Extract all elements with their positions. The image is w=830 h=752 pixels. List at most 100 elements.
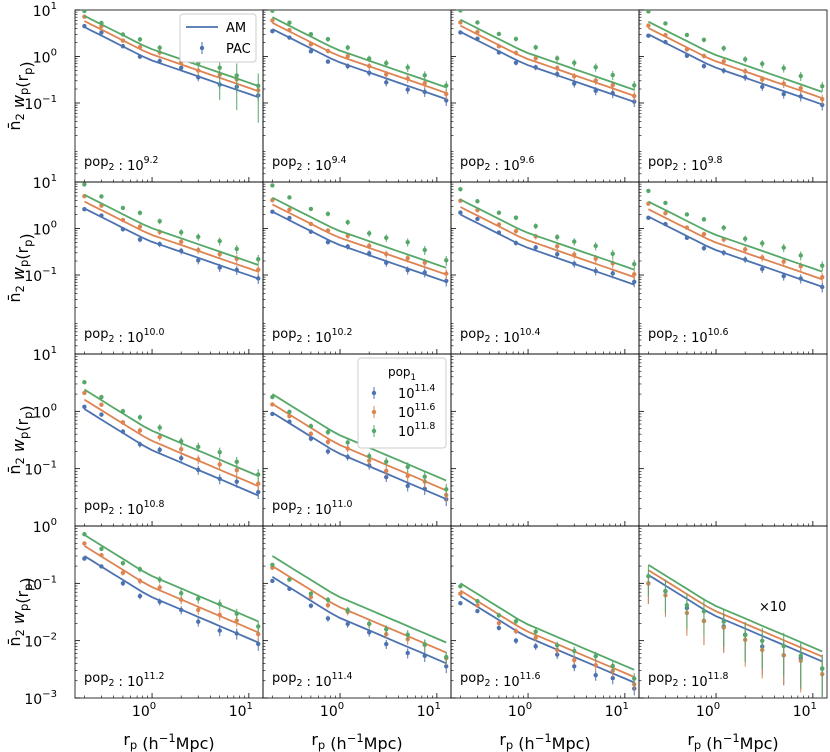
am-line [271,28,447,101]
pac-point [308,32,314,37]
pac-point [533,635,538,640]
pac-point [384,459,389,464]
am-line [647,564,823,653]
pac-point [475,598,480,604]
pac-point [196,247,201,253]
pac-point [610,90,615,96]
pac-point [742,247,748,252]
pac-point [572,74,577,79]
pac-point [325,449,331,454]
pac-point [405,650,410,656]
panel-10.6: pop2 : 1010.6 [638,181,828,355]
pac-point [760,241,765,246]
pac-point [742,57,748,62]
panel-label: pop2 : 1011.0 [272,499,352,518]
y-tick-label: 10−3 [24,689,57,708]
pac-point [325,603,331,608]
pac-point [270,10,275,13]
pac-point [217,476,222,481]
panel-11.4: 100 101 pop2 : 1011.4 [262,525,452,720]
pac-point [593,654,598,659]
pac-point [196,457,201,462]
pac-point [798,253,803,258]
panel-data [458,582,637,696]
pac-point [384,468,389,474]
pac-point [663,588,668,594]
pac-point [287,27,292,33]
pac-point [572,657,577,663]
pac-point [82,23,87,29]
x-tick-label: 100 [132,701,156,720]
pac-point [178,607,184,613]
pac-point [217,628,222,633]
pac-point [405,87,410,92]
pac-point [384,474,389,480]
pac-point [270,183,275,188]
pac-point [405,632,410,637]
y-tick-label: 10−1 [24,94,57,113]
am-line [271,203,447,276]
pac-point [554,56,560,61]
panel-10.0: 101 100 10−1 pop2 : 1010.0 [24,173,264,355]
pac-point [781,91,786,97]
pac-point [593,673,598,678]
pac-point [120,429,126,434]
pac-point [287,35,292,40]
pac-point [82,390,87,396]
pac-point [217,65,222,70]
pac-point [513,215,519,220]
pac-point [422,73,427,78]
pac-point [798,276,803,281]
pac-point [384,641,389,647]
pac-point [684,53,690,58]
pac-point [120,409,126,414]
panel-label: pop2 : 1011.2 [84,671,164,690]
am-line [459,30,635,103]
panel-label: pop2 : 1010.4 [460,327,540,346]
pac-point [196,68,201,73]
am-line [83,534,259,623]
pac-point [742,69,748,74]
am-line [459,582,635,671]
x-tick-label: 100 [508,701,532,720]
pac-point [120,581,126,586]
scale-annotation: ×10 [759,600,786,615]
am-line [459,589,635,678]
am-line [271,411,447,500]
panel-label: pop2 : 1011.4 [272,671,352,690]
pac-point [325,616,331,621]
x-axis-label: rp (h−1Mpc) [123,730,214,752]
pac-point [496,210,502,215]
am-line [83,26,259,99]
pac-point [99,402,104,407]
pac-point [646,215,651,220]
pac-point [684,602,690,608]
pac-point [234,631,239,636]
pac-point [572,60,577,66]
pac-point [646,23,651,28]
pac-point [405,473,410,479]
pac-point [120,43,126,49]
panel-label: pop2 : 109.8 [648,155,723,174]
panel-9.4: pop2 : 109.4 [262,9,452,183]
pac-point [593,662,598,668]
pac-point [475,20,480,25]
y-tick-label: 101 [33,1,57,20]
am-line [459,595,635,684]
pac-point [217,265,222,270]
pac-point [533,644,538,649]
pac-point [345,440,350,445]
pac-point [610,72,615,78]
pac-point [742,633,748,638]
panel-label: pop2 : 1010.2 [272,327,352,346]
y-tick-label: 100 [33,517,57,536]
pac-point [646,10,651,14]
pac-point [405,255,410,261]
pac-point [820,84,825,89]
pac-point [632,261,637,267]
pac-point [178,248,184,254]
pac-point [742,75,748,80]
pac-point [366,621,372,626]
pac-point [366,231,372,236]
pac-point [256,267,261,272]
